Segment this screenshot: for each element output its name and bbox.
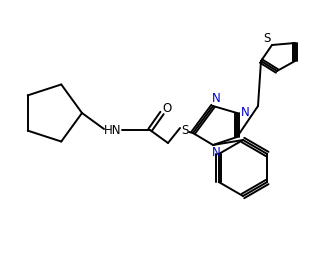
Text: S: S bbox=[263, 32, 271, 44]
Text: N: N bbox=[212, 146, 220, 159]
Text: N: N bbox=[212, 92, 220, 104]
Text: O: O bbox=[163, 103, 172, 115]
Text: HN: HN bbox=[104, 124, 122, 136]
Text: N: N bbox=[240, 107, 249, 119]
Text: S: S bbox=[181, 124, 189, 136]
